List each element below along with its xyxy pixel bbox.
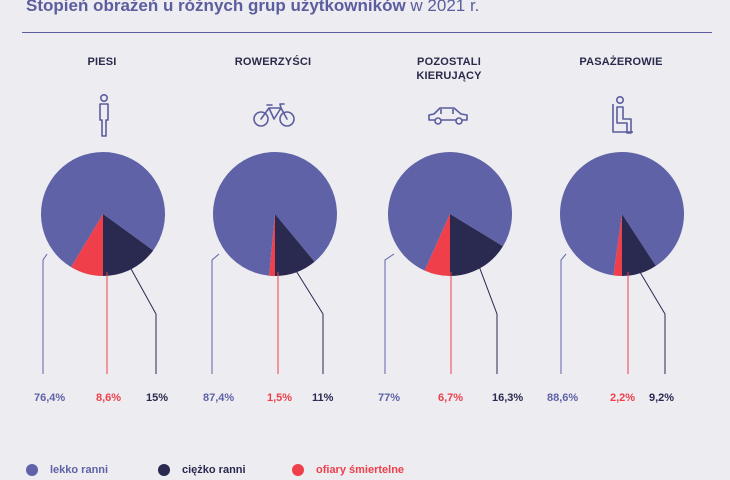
- value-label-1-ofiary-śmiertelne: 1,5%: [267, 392, 293, 404]
- value-label-0-lekko-ranni: 76,4%: [34, 392, 66, 404]
- car-icon: [428, 107, 468, 125]
- panel-title-rowerzysci: ROWERZYŚCI: [234, 56, 312, 68]
- title-rest: w 2021 r.: [405, 0, 480, 15]
- pie-slice-0-ofiary-śmiertelne: [71, 214, 103, 276]
- legend-label-lekko: lekko ranni: [50, 464, 109, 476]
- leader-line-0-heavy: [128, 265, 157, 374]
- legend-label-ciezko: ciężko ranni: [182, 464, 246, 476]
- leader-line-2-light: [384, 253, 395, 374]
- pedestrian-icon: [99, 93, 109, 137]
- chart-title: Stopień obrażeń u różnych grup użytkowni…: [26, 0, 479, 16]
- legend-item-ciezko-ranni: ciężko ranni: [158, 464, 246, 476]
- value-label-3-ciężko-ranni: 9,2%: [649, 392, 675, 404]
- legend-item-lekko-ranni: lekko ranni: [26, 464, 108, 476]
- panel-title-pasazerowie: PASAŻEROWIE: [579, 56, 663, 68]
- leader-line-1-heavy: [294, 268, 324, 374]
- passenger-icon: [612, 95, 633, 134]
- panel-title-piesi: PIESI: [87, 56, 117, 68]
- pie-slice-1-ofiary-śmiertelne: [269, 214, 275, 276]
- leader-line-3-light: [560, 253, 567, 374]
- panel-title-pozostali: POZOSTALI KIERUJĄCY: [416, 56, 482, 82]
- value-label-1-lekko-ranni: 87,4%: [203, 392, 235, 404]
- leader-line-3-heavy: [638, 269, 666, 374]
- value-label-2-ciężko-ranni: 16,3%: [492, 392, 524, 404]
- legend-swatch-ciezko: [158, 464, 170, 476]
- bicycle-icon: [253, 103, 295, 127]
- leader-line-1-light: [211, 253, 220, 374]
- legend-swatch-lekko: [26, 464, 38, 476]
- value-label-0-ciężko-ranni: 15%: [146, 392, 169, 404]
- pie-slice-2-ciężko-ranni: [450, 214, 503, 276]
- value-label-2-ofiary-śmiertelne: 6,7%: [438, 392, 464, 404]
- value-label-0-ofiary-śmiertelne: 8,6%: [96, 392, 122, 404]
- pie-slice-0-ciężko-ranni: [103, 214, 154, 276]
- pie-slice-3-ciężko-ranni: [622, 214, 656, 276]
- legend-swatch-ofiary: [292, 464, 304, 476]
- pie-slice-2-lekko-ranni: [388, 152, 513, 271]
- legend-label-ofiary: ofiary śmiertelne: [316, 464, 405, 476]
- leader-line-2-heavy: [477, 264, 498, 374]
- legend-item-ofiary: ofiary śmiertelne: [292, 464, 404, 476]
- pie-slice-0-lekko-ranni: [40, 152, 165, 268]
- value-label-3-ofiary-śmiertelne: 2,2%: [610, 392, 636, 404]
- leader-line-0-light: [42, 253, 48, 374]
- pie-slice-3-lekko-ranni: [560, 152, 685, 276]
- title-rule: [22, 32, 712, 33]
- pie-slice-1-lekko-ranni: [212, 151, 337, 276]
- title-bold: Stopień obrażeń u różnych grup użytkowni…: [26, 0, 406, 15]
- pie-slice-1-ciężko-ranni: [275, 214, 315, 276]
- pie-slice-3-ofiary-śmiertelne: [613, 214, 622, 276]
- pie-slice-2-ofiary-śmiertelne: [424, 214, 450, 276]
- value-label-3-lekko-ranni: 88,6%: [547, 392, 579, 404]
- value-label-1-ciężko-ranni: 11%: [312, 392, 334, 404]
- value-label-2-lekko-ranni: 77%: [378, 392, 401, 404]
